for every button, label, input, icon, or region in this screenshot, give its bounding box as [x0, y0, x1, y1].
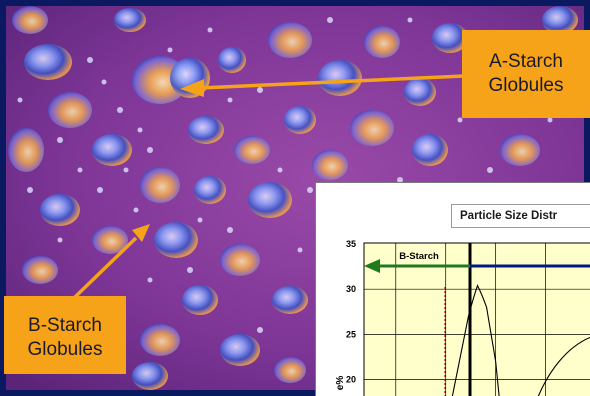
- chart-title: Particle Size Distr: [451, 204, 590, 228]
- a-starch-arrow: [180, 74, 465, 97]
- y-tick-label: 35: [346, 239, 356, 249]
- y-axis-label: e%: [335, 376, 346, 391]
- gridlines: [364, 243, 590, 396]
- b-starch-callout: B-Starch Globules: [4, 296, 126, 374]
- particle-size-chart: 35 30 25 20 e% B-Starch: [335, 239, 590, 396]
- b-starch-callout-line1: B-Starch: [28, 315, 102, 336]
- y-tick-label: 25: [346, 329, 356, 339]
- b-starch-callout-line2: Globules: [27, 339, 103, 360]
- particle-size-chart-panel: 35 30 25 20 e% B-Starch Particle Size Distr: [315, 182, 590, 396]
- y-tick-label: 30: [346, 284, 356, 294]
- y-tick-labels: 35 30 25 20: [346, 239, 356, 385]
- b-starch-range-arrow: [364, 259, 470, 273]
- a-starch-callout-line2: Globules: [488, 75, 564, 96]
- starch-globules: [8, 6, 578, 390]
- distribution-curve-b-starch: [451, 284, 500, 396]
- small-b-starch-granules: [17, 17, 553, 333]
- y-tick-label: 20: [346, 375, 356, 385]
- b-starch-arrow: [72, 224, 150, 300]
- a-starch-callout-line1: A-Starch: [489, 51, 563, 72]
- series-layer: [451, 284, 590, 396]
- a-starch-callout: A-Starch Globules: [462, 30, 590, 118]
- b-starch-annotation: B-Starch: [399, 251, 439, 262]
- distribution-curve-a-starch: [537, 336, 590, 396]
